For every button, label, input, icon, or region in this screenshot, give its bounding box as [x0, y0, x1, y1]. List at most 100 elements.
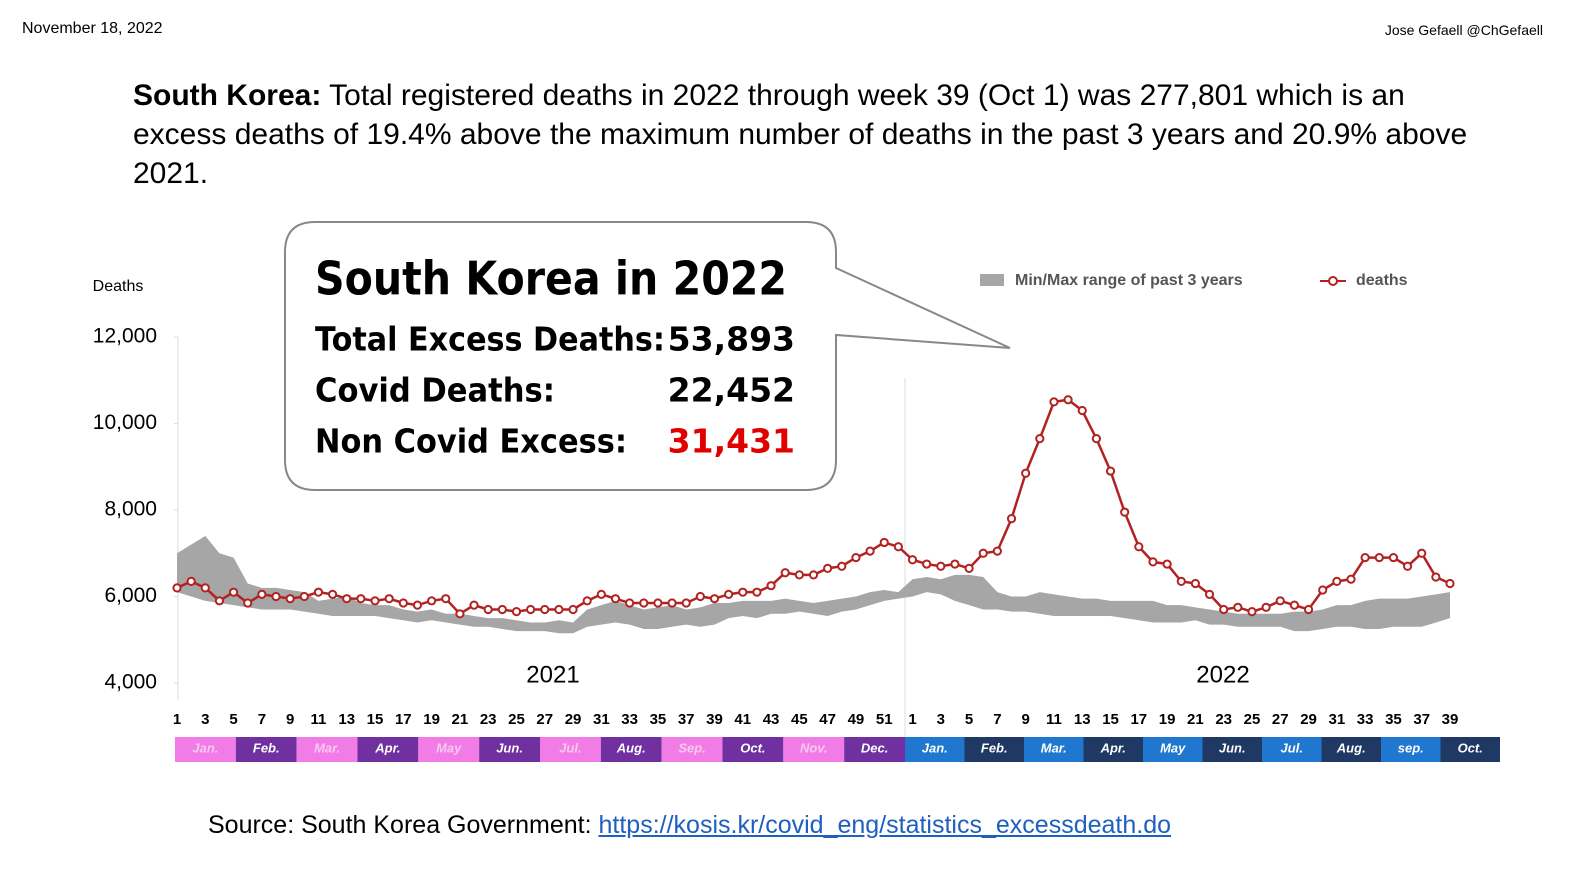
headline-bold: South Korea: [133, 79, 322, 112]
deaths-marker [1120, 507, 1130, 517]
deaths-marker [1445, 578, 1455, 589]
x-tick-label: 47 [819, 711, 836, 728]
x-tick-label: 1 [173, 711, 181, 728]
deaths-marker [780, 568, 790, 578]
deaths-marker [865, 546, 875, 556]
deaths-marker [172, 583, 182, 593]
deaths-marker [342, 594, 352, 604]
month-band [1083, 737, 1143, 762]
deaths-marker [257, 589, 267, 599]
deaths-marker [879, 537, 889, 548]
x-tick-label: 27 [536, 711, 553, 728]
x-tick-label: 49 [848, 711, 865, 728]
deaths-marker [441, 594, 451, 604]
deaths-marker [794, 570, 804, 580]
callout-label: Covid Deaths: [315, 371, 555, 410]
y-tick-label: 4,000 [104, 671, 157, 694]
callout-value: 53,893 [668, 320, 795, 359]
x-tick-label: 35 [1385, 711, 1402, 728]
x-tick-label: 15 [1102, 711, 1119, 728]
x-tick-label: 29 [1300, 711, 1317, 728]
deaths-marker [738, 587, 748, 597]
y-tick-label: 10,000 [93, 411, 157, 434]
deaths-marker [483, 604, 493, 615]
deaths-marker [398, 598, 408, 608]
deaths-marker [228, 587, 239, 597]
month-label: Mar. [314, 740, 340, 755]
deaths-marker [540, 604, 550, 615]
month-band [1381, 737, 1441, 762]
y-axis-label: Deaths [93, 278, 144, 295]
month-band [905, 737, 965, 762]
deaths-marker [851, 552, 861, 563]
deaths-marker [356, 594, 366, 604]
deaths-marker [1388, 552, 1399, 563]
month-band [661, 737, 723, 762]
legend-label: deaths [1356, 272, 1408, 289]
deaths-marker [243, 598, 253, 608]
year-label: 2022 [1196, 661, 1249, 688]
x-tick-label: 31 [1329, 711, 1346, 728]
x-tick-label: 31 [593, 711, 610, 728]
deaths-marker [1176, 576, 1186, 586]
source-link[interactable]: https://kosis.kr/covid_eng/statistics_ex… [598, 811, 1172, 839]
month-band [1262, 737, 1322, 762]
deaths-marker [667, 598, 677, 608]
month-label: May [436, 740, 462, 755]
deaths-marker [1431, 572, 1441, 582]
deaths-marker [1247, 607, 1257, 617]
x-tick-label: 35 [650, 711, 667, 728]
deaths-marker [1162, 559, 1172, 569]
x-tick-label: 9 [1021, 711, 1029, 728]
deaths-marker [1134, 542, 1144, 552]
month-band [540, 737, 601, 762]
deaths-marker [1063, 395, 1073, 405]
deaths-marker [1021, 468, 1031, 478]
x-tick-label: 11 [1046, 711, 1062, 728]
deaths-marker [1275, 596, 1285, 606]
callout-value: 22,452 [668, 371, 795, 410]
x-tick-label: 3 [937, 711, 945, 728]
deaths-marker [271, 591, 281, 602]
x-tick-label: 43 [763, 711, 780, 728]
headline-text: Total registered deaths in 2022 through … [133, 79, 1468, 190]
x-tick-label: 23 [480, 711, 497, 728]
deaths-marker [978, 548, 988, 558]
legend-label: Min/Max range of past 3 years [1015, 272, 1243, 289]
x-tick-label: 1 [908, 711, 916, 728]
x-tick-label: 3 [201, 711, 209, 728]
deaths-marker [1035, 434, 1045, 444]
deaths-marker [455, 609, 465, 619]
month-band [235, 737, 297, 762]
deaths-marker [1289, 600, 1300, 610]
month-label: Dec. [861, 740, 888, 755]
deaths-marker [992, 546, 1002, 556]
deaths-marker [709, 594, 720, 604]
month-band [722, 737, 784, 762]
x-tick-label: 11 [311, 711, 327, 728]
x-tick-label: 13 [338, 711, 355, 728]
x-tick-label: 17 [395, 711, 412, 728]
callout-title: South Korea in 2022 [315, 252, 787, 306]
x-tick-label: 5 [229, 711, 237, 728]
deaths-marker [639, 598, 649, 608]
deaths-marker [313, 587, 324, 597]
deaths-marker [1261, 602, 1271, 612]
month-label: Nov. [800, 740, 827, 755]
deaths-marker [1417, 548, 1427, 558]
deaths-marker [681, 598, 691, 608]
deaths-marker [766, 581, 776, 591]
deaths-marker [1233, 602, 1243, 612]
callout-label: Total Excess Deaths: [315, 320, 665, 359]
x-tick-label: 25 [1244, 711, 1261, 728]
deaths-marker [582, 596, 592, 606]
deaths-marker [1374, 552, 1384, 563]
range-band [177, 535, 1450, 634]
x-tick-label: 19 [1159, 711, 1176, 728]
month-band [600, 737, 662, 762]
month-label: Jan. [922, 740, 948, 755]
x-tick-label: 33 [1357, 711, 1374, 728]
deaths-marker [922, 559, 932, 569]
month-label: sep. [1398, 740, 1424, 755]
deaths-marker [1077, 405, 1087, 416]
